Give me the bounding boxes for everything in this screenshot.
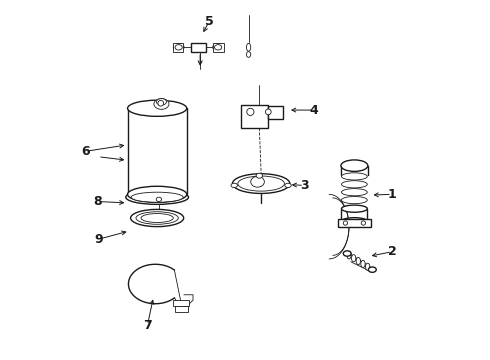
- Bar: [242, 105, 269, 128]
- Ellipse shape: [366, 263, 370, 270]
- Ellipse shape: [175, 45, 182, 50]
- Ellipse shape: [232, 174, 290, 193]
- Text: 1: 1: [388, 188, 396, 201]
- Ellipse shape: [342, 181, 368, 188]
- Text: 4: 4: [310, 104, 318, 117]
- Bar: [173, 300, 190, 306]
- Ellipse shape: [285, 183, 291, 188]
- Ellipse shape: [356, 257, 361, 265]
- Ellipse shape: [215, 45, 221, 50]
- Ellipse shape: [342, 173, 368, 180]
- Ellipse shape: [256, 173, 263, 178]
- Circle shape: [158, 100, 164, 106]
- Text: 2: 2: [388, 245, 396, 258]
- Circle shape: [361, 221, 366, 225]
- Text: 5: 5: [205, 15, 214, 28]
- Ellipse shape: [213, 43, 223, 51]
- Ellipse shape: [156, 99, 167, 105]
- Ellipse shape: [343, 251, 351, 256]
- Text: 6: 6: [81, 145, 90, 158]
- Ellipse shape: [368, 267, 376, 273]
- Ellipse shape: [342, 197, 368, 204]
- Bar: [172, 42, 183, 52]
- Ellipse shape: [238, 176, 285, 191]
- Ellipse shape: [361, 260, 365, 267]
- Ellipse shape: [246, 43, 251, 51]
- Text: 9: 9: [95, 233, 103, 246]
- Ellipse shape: [342, 218, 368, 225]
- Ellipse shape: [131, 210, 184, 226]
- Ellipse shape: [156, 197, 162, 202]
- Bar: [214, 42, 224, 52]
- Ellipse shape: [347, 252, 351, 259]
- Bar: [338, 220, 370, 226]
- Bar: [191, 42, 205, 52]
- Ellipse shape: [141, 213, 173, 222]
- Ellipse shape: [127, 186, 187, 202]
- Ellipse shape: [251, 176, 265, 187]
- Ellipse shape: [126, 190, 189, 204]
- Text: 8: 8: [94, 195, 102, 208]
- Text: 3: 3: [300, 179, 309, 192]
- Text: 7: 7: [143, 319, 152, 332]
- Circle shape: [266, 109, 271, 115]
- Ellipse shape: [351, 255, 356, 262]
- Ellipse shape: [131, 192, 183, 202]
- Ellipse shape: [127, 100, 187, 116]
- Ellipse shape: [173, 43, 184, 51]
- Circle shape: [343, 221, 347, 225]
- Circle shape: [247, 108, 254, 116]
- Ellipse shape: [342, 205, 368, 212]
- Bar: [175, 306, 188, 312]
- Bar: [269, 107, 283, 119]
- Ellipse shape: [154, 99, 169, 109]
- Ellipse shape: [246, 51, 251, 57]
- Ellipse shape: [231, 183, 238, 188]
- Ellipse shape: [342, 189, 368, 196]
- Ellipse shape: [136, 212, 178, 224]
- Ellipse shape: [341, 160, 368, 171]
